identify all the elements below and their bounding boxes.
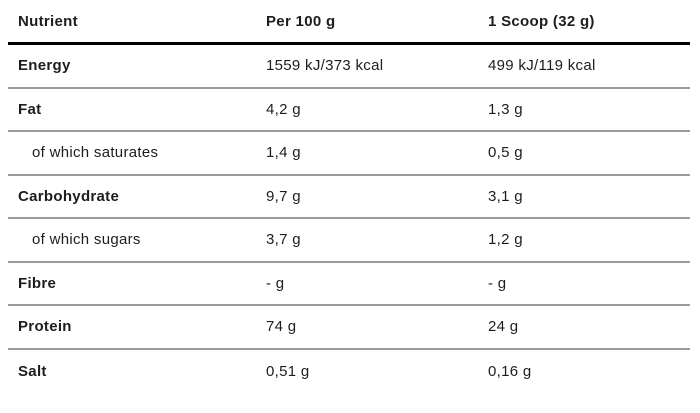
per-100g-value: 1,4 g: [266, 144, 301, 162]
table-row-saturates: of which saturates 1,4 g 0,5 g: [8, 132, 690, 176]
table-row-fibre: Fibre - g - g: [8, 263, 690, 306]
per-scoop-value: 0,16 g: [488, 362, 532, 380]
table-row-salt: Salt 0,51 g 0,16 g: [8, 350, 690, 394]
table-row-energy: Energy 1559 kJ/373 kcal 499 kJ/119 kcal: [8, 45, 690, 89]
nutrient-name: Fat: [18, 100, 42, 118]
per-scoop-value: 24 g: [488, 318, 519, 336]
column-header-nutrient: Nutrient: [18, 12, 78, 30]
nutrient-name: Protein: [18, 318, 72, 336]
nutrient-name: Energy: [18, 57, 71, 75]
nutrient-name: Salt: [18, 362, 47, 380]
nutrient-name: of which sugars: [32, 231, 141, 249]
per-100g-value: 0,51 g: [266, 362, 310, 380]
per-100g-value: - g: [266, 274, 285, 292]
nutrient-name: of which saturates: [32, 144, 159, 162]
per-scoop-value: 499 kJ/119 kcal: [488, 57, 596, 75]
per-scoop-value: 1,2 g: [488, 231, 523, 249]
table-row-fat: Fat 4,2 g 1,3 g: [8, 89, 690, 132]
per-100g-value: 1559 kJ/373 kcal: [266, 57, 384, 75]
per-100g-value: 3,7 g: [266, 231, 301, 249]
per-100g-value: 4,2 g: [266, 100, 301, 118]
table-row-carbohydrate: Carbohydrate 9,7 g 3,1 g: [8, 176, 690, 219]
table-row-sugars: of which sugars 3,7 g 1,2 g: [8, 219, 690, 263]
column-header-per-100g: Per 100 g: [266, 12, 336, 30]
per-100g-value: 74 g: [266, 318, 297, 336]
column-header-per-scoop: 1 Scoop (32 g): [488, 12, 595, 30]
per-100g-value: 9,7 g: [266, 187, 301, 205]
per-scoop-value: 3,1 g: [488, 187, 523, 205]
nutrient-name: Fibre: [18, 274, 57, 292]
per-scoop-value: 1,3 g: [488, 100, 523, 118]
per-scoop-value: - g: [488, 274, 507, 292]
table-row-protein: Protein 74 g 24 g: [8, 306, 690, 350]
per-scoop-value: 0,5 g: [488, 144, 523, 162]
nutrition-table: Nutrient Per 100 g 1 Scoop (32 g) Energy…: [8, 0, 690, 393]
nutrient-name: Carbohydrate: [18, 187, 120, 205]
table-header-row: Nutrient Per 100 g 1 Scoop (32 g): [8, 0, 690, 45]
